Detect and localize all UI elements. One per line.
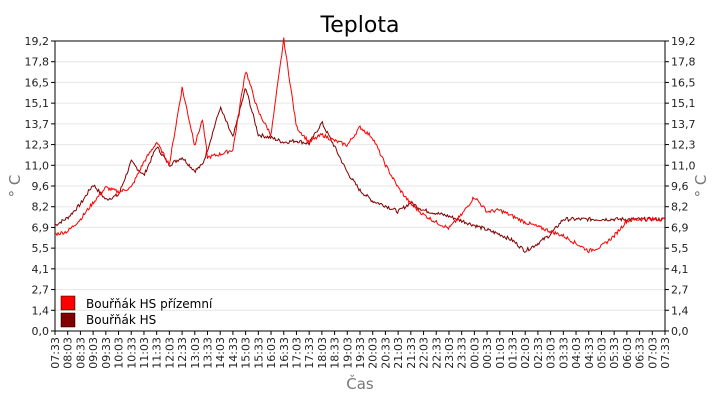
grid (55, 61, 665, 311)
y-tick-label-left: 19,2 (25, 35, 50, 48)
x-tick-label: 17:03 (290, 337, 303, 369)
y-tick-label-left: 11,0 (25, 159, 50, 172)
x-tick-label: 11:03 (138, 337, 151, 369)
x-axis: 07:33 08:03 08:33 09:03 09:33 10:03 10:33 11:03… (49, 331, 672, 369)
x-tick-label: 13:33 (202, 337, 215, 369)
x-tick-label: 12:33 (176, 337, 189, 369)
legend-label-series-1: Bouřňák HS přízemní (86, 297, 213, 311)
y-tick-label-left: 6,9 (32, 221, 50, 234)
x-tick-label: 11:33 (151, 337, 164, 369)
y-tick-label-left: 4,1 (32, 263, 50, 276)
x-tick-label: 07:33 (49, 337, 62, 369)
x-tick-label: 16:03 (265, 337, 278, 369)
x-tick-label: 07:33 (659, 337, 672, 369)
y-tick-label-right: 12,3 (671, 139, 696, 152)
x-tick-label: 14:03 (214, 337, 227, 369)
x-tick-label: 12:03 (163, 337, 176, 369)
y-tick-label-right: 9,6 (671, 180, 689, 193)
y-tick-label-left: 17,8 (25, 56, 50, 69)
y-tick-label-left: 13,7 (25, 118, 50, 131)
x-tick-label: 04:33 (583, 337, 596, 369)
y-tick-label-right: 15,1 (671, 97, 696, 110)
legend: Bouřňák HS přízemní Bouřňák HS (60, 295, 213, 328)
y-tick-label-left: 16,5 (25, 76, 50, 89)
y-tick-label-right: 1,4 (671, 304, 689, 317)
y-tick-label-left: 8,2 (32, 201, 50, 214)
y-tick-label-left: 2,7 (32, 284, 50, 297)
y-axis-left: 0,0 1,4 2,7 4,1 5,5 6,9 8,2 9,6 11,0 12,3 13,7 15,1… (25, 35, 55, 338)
y-tick-label-right: 19,2 (671, 35, 696, 48)
y-tick-label-left: 5,5 (32, 242, 50, 255)
x-tick-label: 03:33 (557, 337, 570, 369)
x-tick-label: 09:33 (100, 337, 113, 369)
y-tick-label-right: 8,2 (671, 201, 689, 214)
x-tick-label: 00:33 (481, 337, 494, 369)
x-tick-label: 03:03 (545, 337, 558, 369)
y-axis-right: 0,0 1,4 2,7 4,1 5,5 6,9 8,2 9,6 11,0 12,3 13,7 15,1… (665, 35, 696, 338)
series-lines (54, 37, 666, 254)
x-tick-label: 20:03 (367, 337, 380, 369)
x-tick-label: 19:33 (354, 337, 367, 369)
x-tick-label: 04:03 (570, 337, 583, 369)
x-tick-label: 06:03 (621, 337, 634, 369)
y-tick-label-left: 12,3 (25, 139, 50, 152)
x-tick-label: 14:33 (227, 337, 240, 369)
y-tick-label-right: 16,5 (671, 76, 696, 89)
x-tick-label: 19:03 (341, 337, 354, 369)
y-tick-label-right: 4,1 (671, 263, 689, 276)
x-tick-label: 15:03 (240, 337, 253, 369)
x-tick-label: 18:33 (329, 337, 342, 369)
y-tick-label-left: 9,6 (32, 180, 50, 193)
y-tick-label-right: 11,0 (671, 159, 696, 172)
y-tick-label-right: 5,5 (671, 242, 689, 255)
x-tick-label: 00:03 (468, 337, 481, 369)
x-tick-label: 22:33 (430, 337, 443, 369)
x-tick-label: 05:03 (595, 337, 608, 369)
x-tick-label: 23:03 (443, 337, 456, 369)
x-tick-label: 10:03 (113, 337, 126, 369)
x-axis-label: Čas (346, 374, 374, 393)
x-tick-label: 08:03 (62, 337, 75, 369)
x-tick-label: 02:03 (519, 337, 532, 369)
x-tick-label: 18:03 (316, 337, 329, 369)
x-tick-label: 01:33 (507, 337, 520, 369)
x-tick-label: 21:33 (405, 337, 418, 369)
y-tick-label-right: 2,7 (671, 284, 689, 297)
x-tick-label: 13:03 (189, 337, 202, 369)
x-tick-label: 10:33 (125, 337, 138, 369)
chart-title: Teplota (320, 13, 400, 38)
legend-label-series-2: Bouřňák HS (86, 313, 156, 327)
x-tick-label: 15:33 (252, 337, 265, 369)
x-tick-label: 01:03 (494, 337, 507, 369)
y-axis-label-left: ° C (6, 175, 24, 198)
x-tick-label: 05:33 (608, 337, 621, 369)
y-tick-label-right: 13,7 (671, 118, 696, 131)
y-axis-label-right: ° C (692, 175, 710, 198)
y-tick-label-left: 15,1 (25, 97, 50, 110)
x-tick-label: 09:03 (87, 337, 100, 369)
y-tick-label-left: 1,4 (32, 304, 50, 317)
y-tick-label-left: 0,0 (32, 325, 50, 338)
y-tick-label-right: 6,9 (671, 221, 689, 234)
series-line-2 (54, 87, 666, 253)
x-tick-label: 06:33 (634, 337, 647, 369)
legend-swatch-series-1 (60, 295, 76, 311)
x-tick-label: 20:33 (379, 337, 392, 369)
x-tick-label: 08:33 (74, 337, 87, 369)
x-tick-label: 23:33 (456, 337, 469, 369)
y-tick-label-right: 17,8 (671, 56, 696, 69)
x-tick-label: 21:03 (392, 337, 405, 369)
x-tick-label: 02:33 (532, 337, 545, 369)
legend-swatch-series-2 (60, 312, 76, 328)
x-tick-label: 22:03 (418, 337, 431, 369)
x-tick-label: 17:33 (303, 337, 316, 369)
x-tick-label: 07:03 (646, 337, 659, 369)
y-tick-label-right: 0,0 (671, 325, 689, 338)
series-line-1 (54, 37, 666, 254)
x-tick-label: 16:33 (278, 337, 291, 369)
